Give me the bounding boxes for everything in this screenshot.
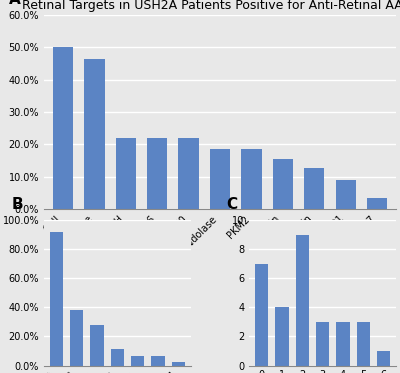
Bar [296, 235, 309, 366]
Bar [241, 149, 262, 209]
Text: A: A [9, 0, 20, 7]
Bar [367, 198, 387, 209]
Title: Retinal Targets in USH2A Patients Positive for Anti-Retinal AAbs: Retinal Targets in USH2A Patients Positi… [22, 0, 400, 12]
Bar [50, 232, 63, 366]
Text: B: B [12, 197, 23, 212]
Bar [357, 322, 370, 366]
Bar [275, 307, 288, 366]
Bar [53, 47, 73, 209]
Bar [255, 264, 268, 366]
Bar [116, 138, 136, 209]
Bar [316, 322, 329, 366]
Text: C: C [226, 197, 237, 212]
Bar [172, 362, 185, 366]
Bar [90, 325, 104, 366]
Bar [84, 59, 104, 209]
Bar [336, 322, 350, 366]
Bar [377, 351, 390, 366]
Bar [147, 138, 167, 209]
Bar [111, 349, 124, 366]
Bar [131, 356, 144, 366]
Bar [210, 149, 230, 209]
Bar [273, 159, 293, 209]
Bar [70, 310, 83, 366]
Bar [304, 169, 324, 209]
Bar [336, 180, 356, 209]
Bar [152, 356, 165, 366]
Bar [178, 138, 199, 209]
